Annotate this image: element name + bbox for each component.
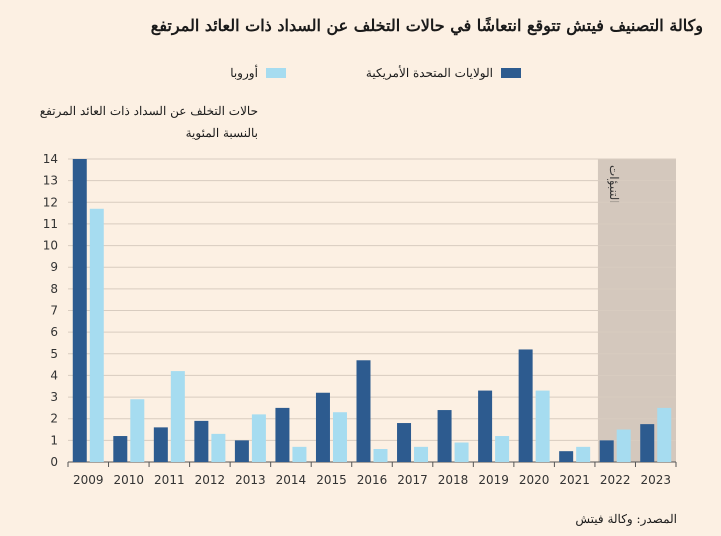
bar-us xyxy=(518,349,533,462)
x-tick-label: 2011 xyxy=(154,473,185,487)
y-axis-label: حالات التخلف عن السداد ذات العائد المرتف… xyxy=(8,100,258,144)
legend: الولايات المتحدة الأمريكية أوروبا xyxy=(230,66,521,80)
bar-us xyxy=(113,436,128,462)
bar-us xyxy=(478,390,493,462)
y-tick-label: 3 xyxy=(50,390,58,404)
bar-europe xyxy=(657,407,672,462)
bar-europe xyxy=(211,433,226,462)
y-tick-label: 4 xyxy=(50,368,58,382)
y-tick-label: 13 xyxy=(43,174,58,188)
x-tick-label: 2020 xyxy=(519,473,550,487)
x-tick-label: 2019 xyxy=(478,473,509,487)
x-tick-label: 2015 xyxy=(316,473,347,487)
bar-us xyxy=(153,427,168,462)
bar-europe xyxy=(332,412,347,462)
y-tick-label: 10 xyxy=(43,239,58,253)
y-tick-label: 2 xyxy=(50,412,58,426)
x-tick-label: 2014 xyxy=(276,473,307,487)
x-tick-label: 2018 xyxy=(438,473,469,487)
legend-swatch-us xyxy=(501,68,521,78)
bar-us xyxy=(356,360,371,462)
y-tick-label: 14 xyxy=(43,152,58,166)
x-tick-label: 2012 xyxy=(195,473,226,487)
y-tick-label: 8 xyxy=(50,282,58,296)
bar-us xyxy=(275,407,290,462)
y-tick-label: 11 xyxy=(43,217,58,231)
bar-europe xyxy=(576,446,591,462)
y-tick-label: 7 xyxy=(50,304,58,318)
bar-europe xyxy=(414,446,429,462)
y-tick-label: 6 xyxy=(50,325,58,339)
bar-us xyxy=(72,159,87,462)
chart-title: وكالة التصنيف فيتش تتوقع انتعاشًا في حال… xyxy=(150,16,703,35)
y-axis-label-line1: حالات التخلف عن السداد ذات العائد المرتف… xyxy=(39,104,258,118)
y-axis-label-line2: بالنسبة المئوية xyxy=(185,126,258,140)
legend-item-us: الولايات المتحدة الأمريكية xyxy=(366,66,521,80)
x-tick-label: 2017 xyxy=(397,473,428,487)
bar-us xyxy=(559,451,574,462)
y-tick-label: 12 xyxy=(43,195,58,209)
bar-us xyxy=(315,392,330,462)
bar-europe xyxy=(292,446,307,462)
x-tick-label: 2022 xyxy=(600,473,631,487)
legend-swatch-europe xyxy=(265,68,286,78)
bar-europe xyxy=(89,208,104,462)
bar-us xyxy=(437,410,452,462)
x-tick-label: 2023 xyxy=(640,473,671,487)
bar-europe xyxy=(373,449,388,462)
x-tick-label: 2021 xyxy=(559,473,590,487)
legend-label-us: الولايات المتحدة الأمريكية xyxy=(365,66,493,80)
y-tick-label: 0 xyxy=(50,455,58,469)
bar-europe xyxy=(454,442,469,462)
y-tick-label: 1 xyxy=(50,433,58,447)
bar-europe xyxy=(616,429,631,462)
forecast-label: التنبؤات xyxy=(607,165,621,204)
bar-europe xyxy=(130,399,145,462)
bar-europe xyxy=(495,436,510,462)
y-tick-label: 5 xyxy=(50,347,58,361)
x-tick-label: 2013 xyxy=(235,473,266,487)
legend-label-europe: أوروبا xyxy=(230,66,258,80)
bar-europe xyxy=(535,390,550,462)
bar-us xyxy=(599,440,614,462)
x-tick-label: 2010 xyxy=(114,473,145,487)
bar-us xyxy=(640,424,655,462)
bar-us xyxy=(397,423,412,462)
bar-us xyxy=(194,420,209,462)
bar-europe xyxy=(251,414,266,462)
x-tick-label: 2016 xyxy=(357,473,388,487)
legend-item-europe: أوروبا xyxy=(230,66,286,80)
bar-europe xyxy=(170,371,185,462)
source-note: المصدر: وكالة فيتش xyxy=(575,512,677,526)
x-tick-label: 2009 xyxy=(73,473,104,487)
y-tick-label: 9 xyxy=(50,260,58,274)
bar-us xyxy=(234,440,249,462)
